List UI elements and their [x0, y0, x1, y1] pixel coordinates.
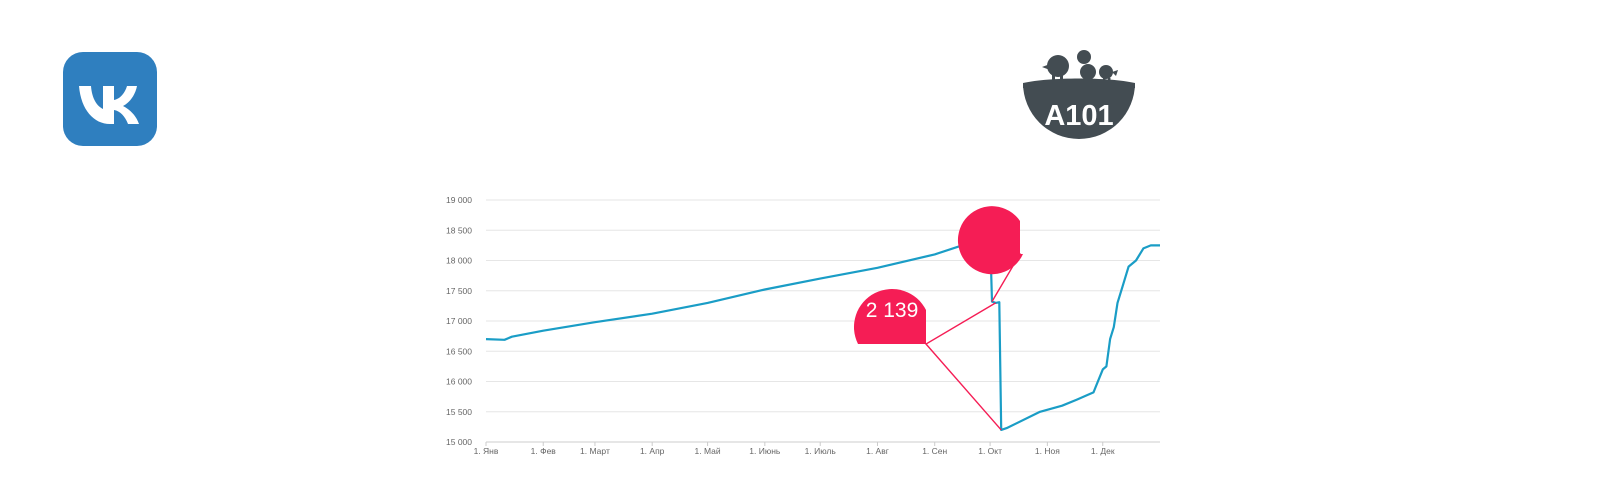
y-tick-label: 16 000	[446, 377, 472, 387]
x-tick-label: 1. Авг	[866, 446, 889, 456]
chart-annotations: 1 107 2 139	[853, 206, 1084, 431]
callout-label: 1 107	[1031, 210, 1084, 233]
y-tick-label: 17 500	[446, 286, 472, 296]
x-tick-label: 1. Июнь	[749, 446, 781, 456]
y-tick-label: 15 000	[446, 437, 472, 447]
chart-gridlines	[486, 199, 1160, 443]
y-tick-label: 18 500	[446, 225, 472, 235]
callout-bubble	[957, 206, 1023, 275]
callout-bubble	[853, 288, 926, 344]
vk-icon	[79, 86, 139, 124]
y-tick-label: 19 000	[446, 195, 472, 205]
x-tick-label: 1. Март	[580, 446, 610, 456]
x-tick-label: 1. Апр	[640, 446, 665, 456]
x-tick-label: 1. Окт	[978, 446, 1002, 456]
x-tick-label: 1. Сен	[922, 446, 947, 456]
y-tick-label: 17 000	[446, 316, 472, 326]
vk-logo	[63, 52, 157, 146]
x-tick-label: 1. Май	[695, 446, 721, 456]
x-tick-label: 1. Дек	[1091, 446, 1115, 456]
chart-series	[485, 234, 1160, 431]
a101-logo	[1023, 50, 1135, 139]
series-line	[485, 234, 1160, 431]
x-tick-label: 1. Фев	[531, 446, 557, 456]
x-tick-label: 1. Июль	[805, 446, 837, 456]
callout-connector	[924, 302, 1002, 431]
x-axis-ticks: 1. Янв 1. Фев 1. Март 1. Апр 1. Май 1. Июнь 1.…	[474, 442, 1115, 456]
callout: 2 139	[853, 288, 1002, 431]
y-tick-label: 18 000	[446, 256, 472, 266]
y-axis-ticks: 15 000 15 500 16 000 16 500 17 000 17 500 18 0…	[446, 195, 472, 447]
callout-label: 2 139	[866, 299, 919, 322]
y-tick-label: 15 500	[446, 407, 472, 417]
a101-logo-text: A101	[1044, 100, 1114, 132]
y-tick-label: 16 500	[446, 346, 472, 356]
callout: 1 107	[957, 206, 1084, 302]
x-tick-label: 1. Ноя	[1035, 446, 1060, 456]
x-tick-label: 1. Янв	[474, 446, 499, 456]
